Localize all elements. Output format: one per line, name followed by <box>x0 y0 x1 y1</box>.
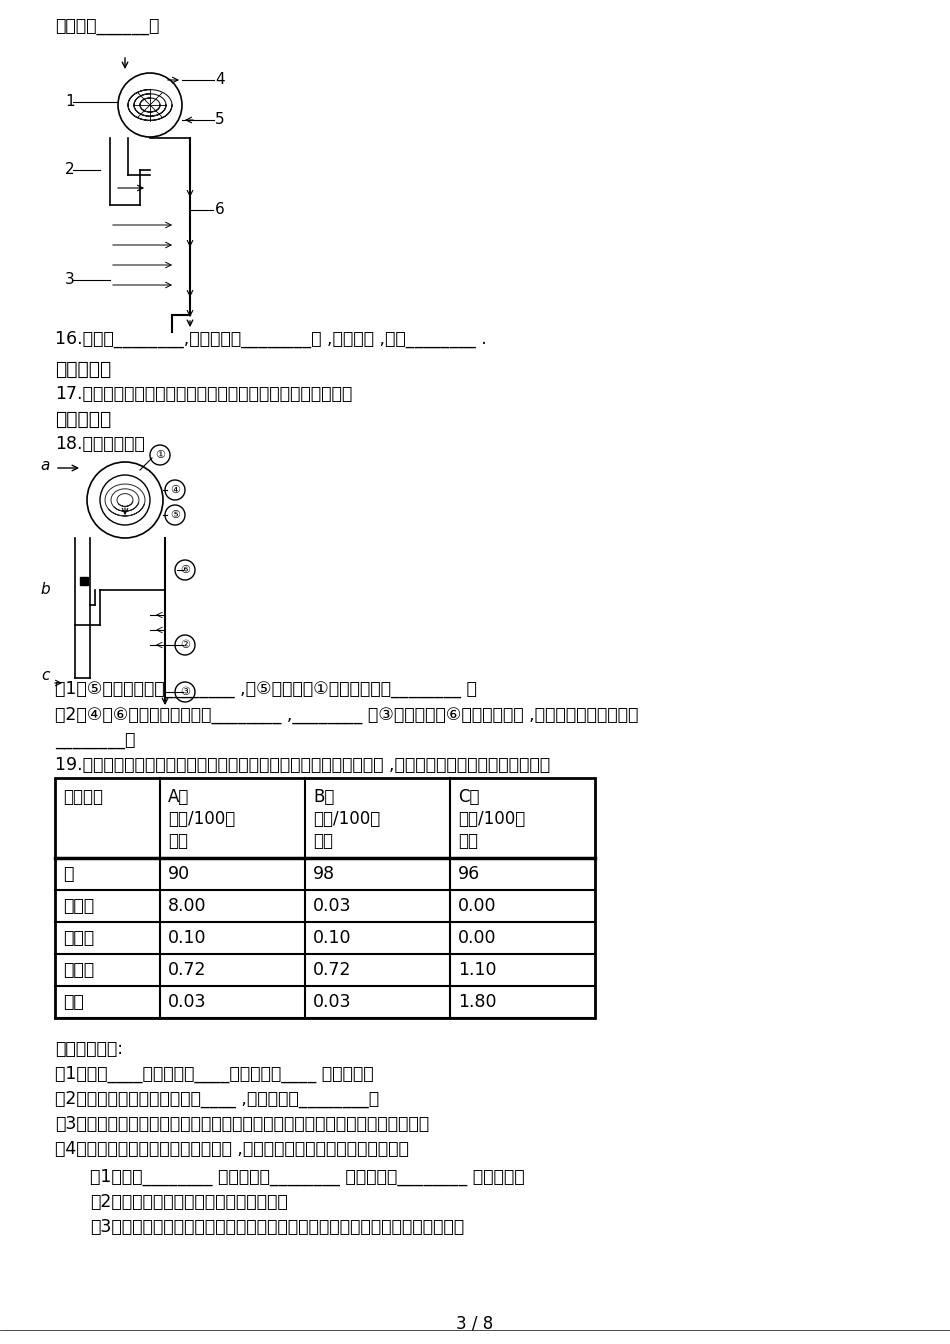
Text: ②: ② <box>180 640 190 650</box>
Text: 〔克/100毫: 〔克/100毫 <box>458 810 525 828</box>
Text: 升〕: 升〕 <box>313 832 333 849</box>
Text: 水: 水 <box>63 866 73 883</box>
Text: 2: 2 <box>65 163 75 177</box>
Text: 1: 1 <box>65 94 75 109</box>
Text: 四、综合题: 四、综合题 <box>55 410 111 429</box>
Text: 〔2〕此人的肾功能是否正常？其理由是？: 〔2〕此人的肾功能是否正常？其理由是？ <box>90 1193 288 1211</box>
Text: 0.00: 0.00 <box>458 896 497 915</box>
Text: 0.10: 0.10 <box>168 929 206 948</box>
Text: ③: ③ <box>180 687 190 698</box>
Text: 〔3〕比拟尿液和血浆的成分发生了什么变化？你认为排尿主要排出了哪些物质？: 〔3〕比拟尿液和血浆的成分发生了什么变化？你认为排尿主要排出了哪些物质？ <box>55 1116 429 1133</box>
Text: 请据此表答复:: 请据此表答复: <box>55 1040 123 1058</box>
Text: 1.80: 1.80 <box>458 993 497 1011</box>
Text: 0.72: 0.72 <box>313 961 352 978</box>
Text: 98: 98 <box>313 866 335 883</box>
Text: 0.72: 0.72 <box>168 961 206 978</box>
Text: 〔4〕血浆和肾小囊中液体成分的变化 ,说明肾小球和肾小囊壁有什么作用？: 〔4〕血浆和肾小囊中液体成分的变化 ,说明肾小球和肾小囊壁有什么作用？ <box>55 1140 408 1159</box>
Text: 0.00: 0.00 <box>458 929 497 948</box>
Text: 0.03: 0.03 <box>313 896 352 915</box>
Text: c: c <box>42 668 50 683</box>
Text: ④: ④ <box>170 485 180 495</box>
Text: 19.取某健康人肾动脉中的血浆、肾小囊中的液体和尿液进行分析比拟 ,得到如下数据。请分析这些数据。: 19.取某健康人肾动脉中的血浆、肾小囊中的液体和尿液进行分析比拟 ,得到如下数据… <box>55 755 550 774</box>
Text: 〔2〕④和⑥的结构名称分别是________ ,________ 。③处的液体和⑥处的液体相比 ,含量明显升高的物质是: 〔2〕④和⑥的结构名称分别是________ ,________ 。③处的液体和… <box>55 706 638 724</box>
Text: 0.03: 0.03 <box>168 993 206 1011</box>
Text: 17.形成尿液的根本单位是什么？尿液的形成包括哪两个过程？: 17.形成尿液的根本单位是什么？尿液的形成包括哪两个过程？ <box>55 384 352 403</box>
Text: 〔1〕⑤的结构名称是________ ,由⑤通过作用①产生的液体是________ 。: 〔1〕⑤的结构名称是________ ,由⑤通过作用①产生的液体是_______… <box>55 680 477 698</box>
Text: a: a <box>41 457 50 473</box>
Text: 〔克/100毫: 〔克/100毫 <box>313 810 380 828</box>
Text: 3: 3 <box>65 273 75 288</box>
Text: 中会出现______．: 中会出现______． <box>55 17 160 36</box>
Text: 1.10: 1.10 <box>458 961 497 978</box>
Text: 葡萄糖: 葡萄糖 <box>63 929 94 948</box>
Text: 6: 6 <box>215 203 225 218</box>
Text: 尿素: 尿素 <box>63 993 84 1011</box>
Text: 蛋白质: 蛋白质 <box>63 896 94 915</box>
Bar <box>55 778 595 1017</box>
Text: 8.00: 8.00 <box>168 896 206 915</box>
Text: 4: 4 <box>215 73 224 87</box>
Text: 〔1〕表中____液为血浆；____液为尿液；____ 液为原尿。: 〔1〕表中____液为血浆；____液为尿液；____ 液为原尿。 <box>55 1064 373 1083</box>
Text: 〔克/100毫: 〔克/100毫 <box>168 810 236 828</box>
Text: 0.03: 0.03 <box>313 993 352 1011</box>
Text: 升〕: 升〕 <box>168 832 188 849</box>
Text: B液: B液 <box>313 788 334 806</box>
Text: ________。: ________。 <box>55 732 135 750</box>
Text: ⑥: ⑥ <box>180 564 190 575</box>
Text: 96: 96 <box>458 866 481 883</box>
Text: 主要成分: 主要成分 <box>63 788 103 806</box>
Text: 〔2〕此人的肾功能是否正常？____ ,其理由是：________。: 〔2〕此人的肾功能是否正常？____ ,其理由是：________。 <box>55 1090 379 1107</box>
Text: ⑤: ⑤ <box>170 509 180 520</box>
Text: 〔1〕表中________ 液为血浆；________ 液为尿液；________ 液为原尿。: 〔1〕表中________ 液为血浆；________ 液为尿液；_______… <box>90 1168 524 1185</box>
Text: 3 / 8: 3 / 8 <box>456 1314 494 1333</box>
Text: 三、解答题: 三、解答题 <box>55 360 111 379</box>
Text: 5: 5 <box>215 113 224 128</box>
Text: b: b <box>40 582 50 598</box>
Text: ①: ① <box>155 450 165 460</box>
Text: 0.10: 0.10 <box>313 929 352 948</box>
Text: C液: C液 <box>458 788 480 806</box>
Text: 18.请据图答复：: 18.请据图答复： <box>55 435 144 453</box>
Text: 16.肾形似________,新鲜肾呈现________色 ,外表光滑 ,手感________ .: 16.肾形似________,新鲜肾呈现________色 ,外表光滑 ,手感_… <box>55 331 486 348</box>
Text: 〔3〕比拟尿液和血浆的成分发生了什么变化？你认为排尿主要排出了哪些物质？: 〔3〕比拟尿液和血浆的成分发生了什么变化？你认为排尿主要排出了哪些物质？ <box>90 1218 465 1236</box>
Text: A液: A液 <box>168 788 189 806</box>
Text: 升〕: 升〕 <box>458 832 478 849</box>
Text: 无机盐: 无机盐 <box>63 961 94 978</box>
Bar <box>80 577 88 585</box>
Text: 90: 90 <box>168 866 190 883</box>
